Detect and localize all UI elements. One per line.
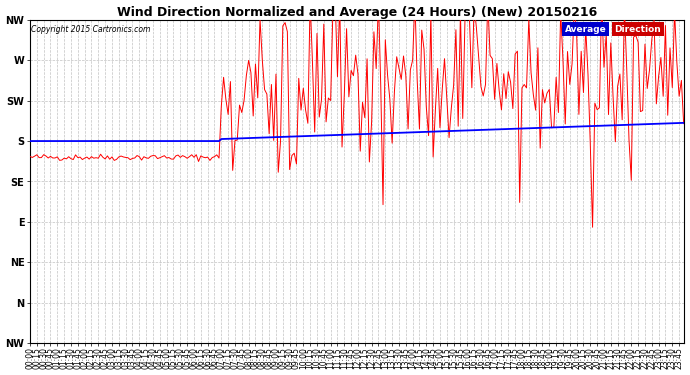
Text: Copyright 2015 Cartronics.com: Copyright 2015 Cartronics.com xyxy=(30,25,150,34)
Text: Direction: Direction xyxy=(614,25,661,34)
Text: Average: Average xyxy=(564,25,607,34)
Title: Wind Direction Normalized and Average (24 Hours) (New) 20150216: Wind Direction Normalized and Average (2… xyxy=(117,6,597,18)
